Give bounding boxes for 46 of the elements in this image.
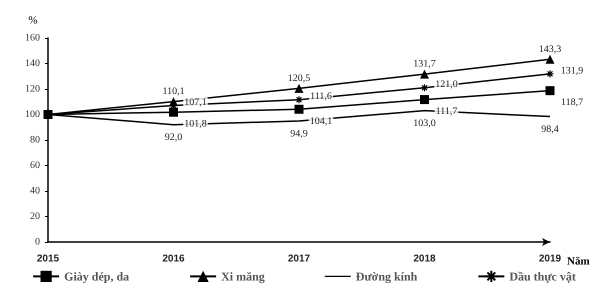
data-label: 131,9 <box>560 65 584 76</box>
data-label: 118,7 <box>560 97 584 108</box>
data-label: 111,6 <box>310 91 332 102</box>
y-tick-label: 60 <box>30 160 40 171</box>
data-label: 143,3 <box>538 44 562 55</box>
point <box>294 104 304 114</box>
y-tick-label: 40 <box>30 186 40 196</box>
point <box>420 84 429 92</box>
y-tick-label: 140 <box>25 58 40 69</box>
y-tick-label: 20 <box>30 211 40 222</box>
data-label: 120,5 <box>288 72 310 84</box>
legend-label: Đường kính <box>356 269 418 284</box>
x-axis-title: Năm <box>567 256 590 268</box>
data-label: 101,8 <box>184 118 207 130</box>
point <box>420 70 429 79</box>
point <box>294 96 304 104</box>
y-tick-label: 80 <box>30 134 40 146</box>
point <box>294 84 304 93</box>
data-label: 110,1 <box>162 86 185 98</box>
data-label: 98,4 <box>541 124 559 136</box>
point <box>169 108 178 117</box>
data-label: 131,7 <box>413 58 436 70</box>
data-label: 121,0 <box>435 79 458 90</box>
point <box>546 54 554 64</box>
y-axis-title: % <box>28 14 38 26</box>
x-tick-label: 2015 <box>36 254 60 264</box>
data-label: 92,0 <box>164 132 182 144</box>
legend-label: Giày dép, da <box>64 269 130 284</box>
x-tick-label: 2017 <box>288 254 311 264</box>
data-label: 111,7 <box>436 106 458 118</box>
point <box>546 70 554 78</box>
point <box>420 95 429 104</box>
y-tick-label: 120 <box>25 84 40 94</box>
x-tick-label: 2019 <box>538 254 562 264</box>
y-tick-label: 0 <box>35 236 40 248</box>
legend-label: Dầu thực vật <box>509 269 576 284</box>
data-label: 94,9 <box>290 128 308 140</box>
data-label: 103,0 <box>413 118 436 130</box>
x-tick-label: 2016 <box>162 254 186 264</box>
y-tick-label: 100 <box>25 109 40 120</box>
legend-label: Xi măng <box>221 269 265 284</box>
point <box>546 86 554 96</box>
x-tick-label: 2018 <box>413 254 436 264</box>
y-tick-label: 160 <box>25 32 40 44</box>
data-label: 107,1 <box>184 96 207 108</box>
data-label: 104,1 <box>310 116 332 127</box>
